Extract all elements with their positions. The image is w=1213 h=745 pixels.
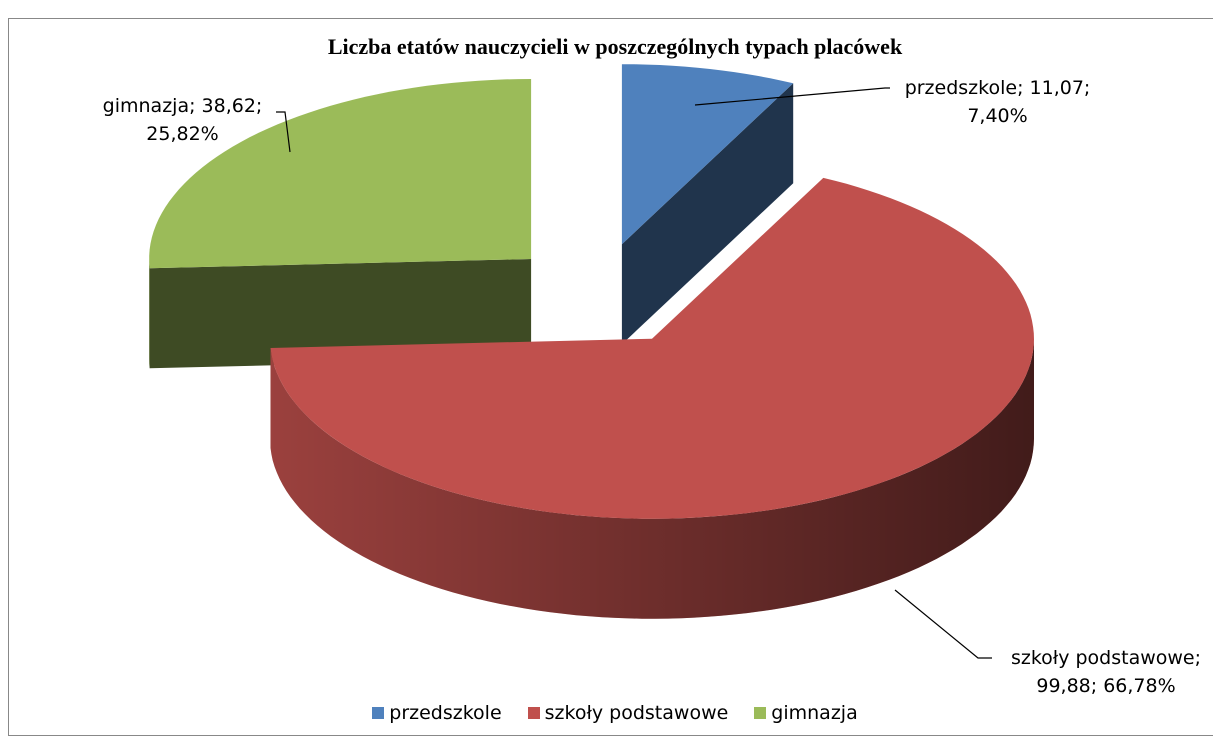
chart-title: Liczba etatów nauczycieli w poszczególny… [327, 34, 903, 59]
slice-face [621, 83, 794, 345]
leader-line [894, 589, 992, 659]
legend: przedszkole szkoły podstawowe gimnazja [0, 702, 1213, 724]
legend-swatch [527, 707, 540, 719]
pie-slice [149, 79, 532, 369]
legend-label: szkoły podstawowe [544, 702, 729, 724]
legend-label: przedszkole [389, 702, 502, 724]
legend-label: gimnazja [771, 702, 858, 724]
data-label: gimnazja; 38,62; 25,82% [102, 95, 263, 145]
legend-item: szkoły podstawowe [527, 702, 729, 724]
data-label: przedszkole; 11,07; 7,40% [904, 77, 1091, 127]
slice-side-shade [149, 259, 150, 369]
leader-line [694, 87, 890, 106]
slice-side-shade [270, 338, 1034, 619]
legend-item: przedszkole [372, 702, 502, 724]
pie-slice [270, 177, 1034, 619]
data-label: szkoły podstawowe; 99,88; 66,78% [1010, 647, 1202, 697]
legend-swatch [372, 707, 385, 719]
leader-line [276, 111, 291, 153]
slice-top [149, 79, 532, 269]
legend-item: gimnazja [754, 702, 858, 724]
slice-face [149, 259, 532, 369]
slice-top [270, 177, 1034, 519]
pie-slice [621, 64, 794, 345]
chart-frame [8, 18, 1213, 736]
legend-swatch [754, 707, 767, 719]
slice-top [621, 64, 794, 245]
